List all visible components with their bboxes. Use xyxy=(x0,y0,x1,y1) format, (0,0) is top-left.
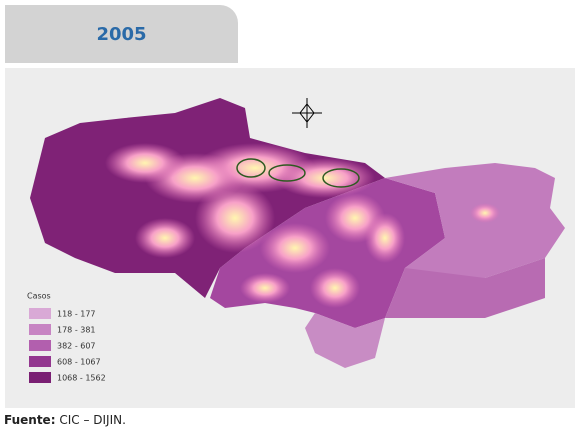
legend-title: Casos xyxy=(27,292,51,301)
compass xyxy=(292,98,322,128)
legend-swatch xyxy=(29,356,51,367)
legend-label: 118 - 177 xyxy=(57,310,96,319)
legend: 118 - 177 178 - 381 382 - 607 608 - 1067 106… xyxy=(29,308,106,383)
legend-label: 1068 - 1562 xyxy=(57,374,106,383)
source-label: Fuente: xyxy=(4,413,56,427)
heat-spots xyxy=(105,143,500,308)
year-tab: 2005 xyxy=(5,5,238,63)
legend-label: 608 - 1067 xyxy=(57,358,101,367)
source: CIC – DIJIN. xyxy=(59,413,126,427)
legend-swatch xyxy=(29,324,51,335)
hotspot-rings xyxy=(236,158,360,188)
region-south xyxy=(305,313,385,368)
region-east xyxy=(385,163,565,283)
source-note: Fuente: CIC – DIJIN. xyxy=(4,413,126,427)
legend-label: 382 - 607 xyxy=(57,342,96,351)
legend-swatch xyxy=(29,308,51,319)
legend-swatch xyxy=(29,340,51,351)
map: Casos 118 - 177 178 - 381 382 - 607 608 - 1… xyxy=(5,68,575,408)
region-southeast xyxy=(385,258,545,318)
legend-label: 178 - 381 xyxy=(57,326,96,335)
legend-swatch xyxy=(29,372,51,383)
